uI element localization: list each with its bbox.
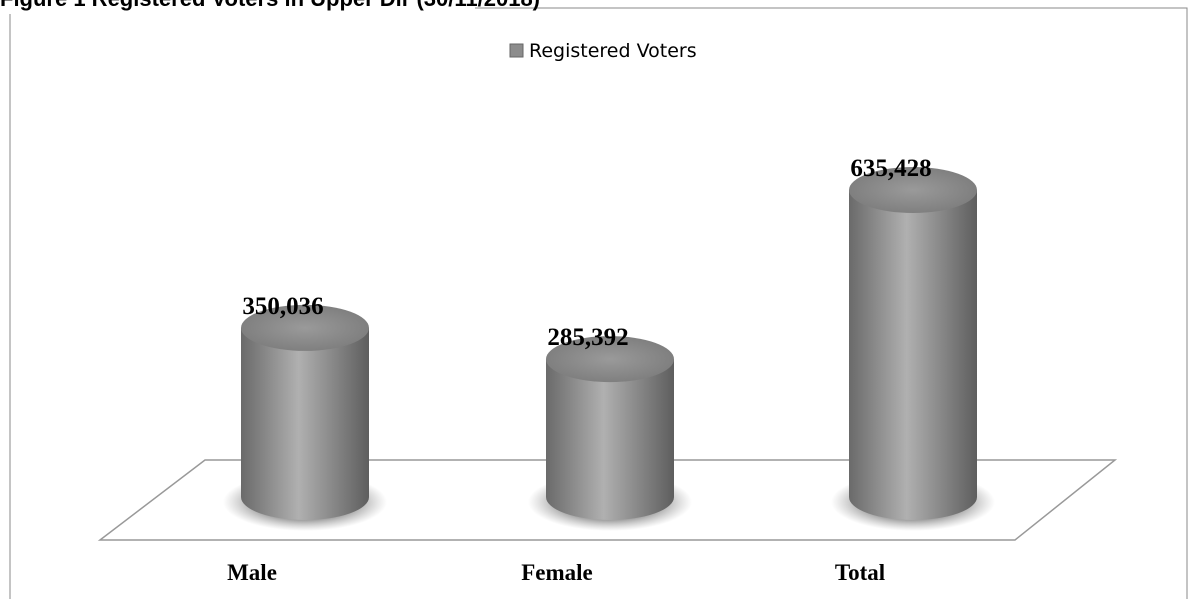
cylinder-top <box>546 336 674 383</box>
chart-title: Figure 1 Registered Voters in Upper Dir … <box>0 0 540 11</box>
legend-label: Registered Voters <box>529 40 697 62</box>
data-label: 350,036 <box>242 293 323 320</box>
cylinder <box>849 167 977 520</box>
x-tick-label: Total <box>835 560 885 585</box>
x-tick-label: Female <box>521 560 593 585</box>
cylinder-top <box>241 304 369 351</box>
cylinder-body <box>241 327 369 520</box>
data-label: 635,428 <box>850 155 931 182</box>
cylinder-top <box>849 167 977 213</box>
data-label: 285,392 <box>547 324 628 351</box>
cylinder <box>241 304 369 520</box>
cylinder-body <box>546 359 674 520</box>
x-tick-label: Male <box>227 560 277 585</box>
cylinder-body <box>849 190 977 520</box>
legend-swatch <box>509 43 524 58</box>
cylinder <box>546 336 674 520</box>
title-backing <box>0 0 475 14</box>
